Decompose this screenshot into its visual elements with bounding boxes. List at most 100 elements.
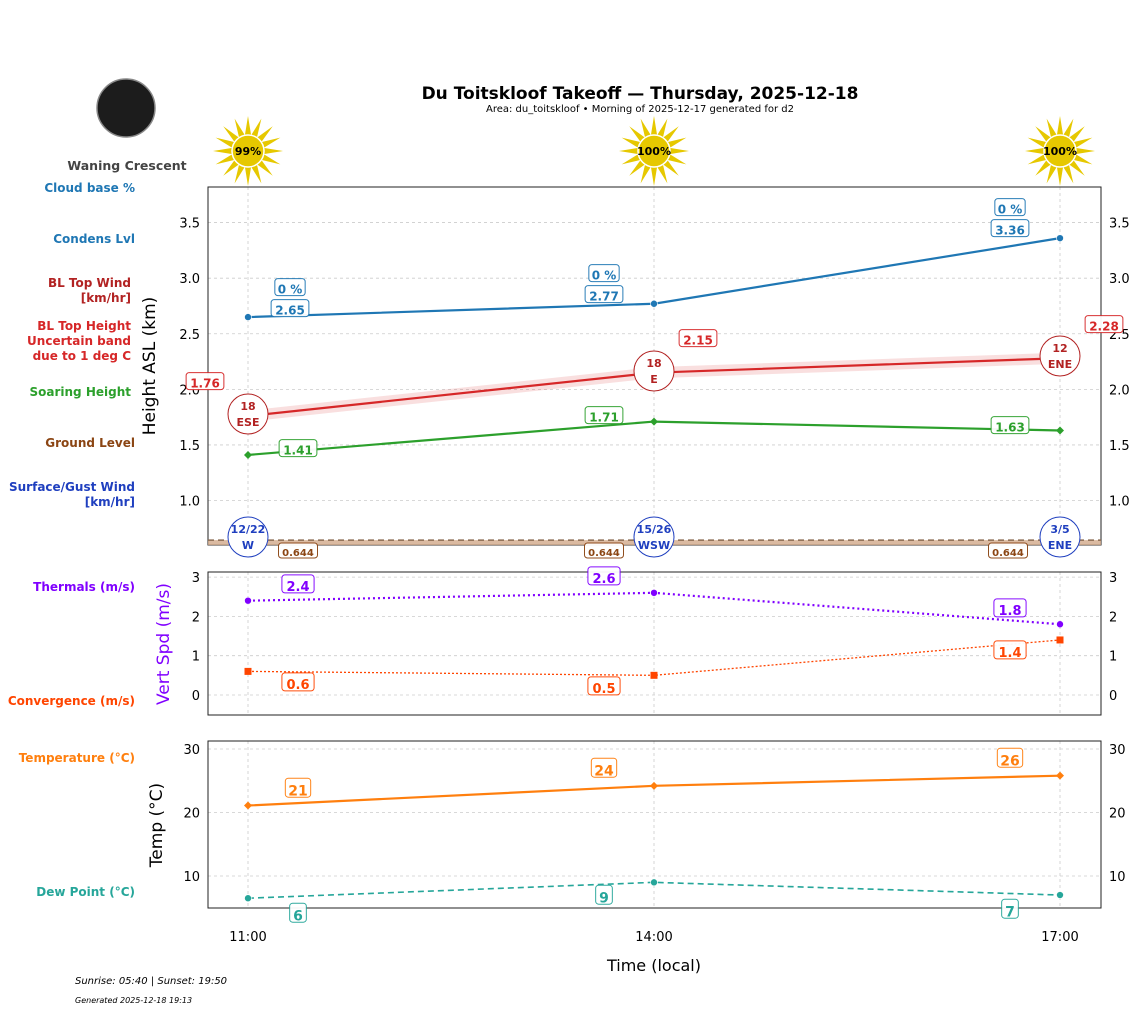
surface-wind-circle <box>1039 516 1081 558</box>
bl-wind-direction: ESE <box>237 416 260 429</box>
chart-title: Du Toitskloof Takeoff — Thursday, 2025-1… <box>422 84 859 104</box>
bl-wind-speed: 18 <box>240 400 255 413</box>
condens-point <box>650 299 658 308</box>
convergence-point <box>1056 636 1064 644</box>
y-axis-label: Temp (°C) <box>147 783 167 868</box>
ground-label-box <box>278 542 318 559</box>
sun-icon-core <box>231 134 265 168</box>
y-tick-label-right: 20 <box>1109 806 1126 821</box>
dewpoint-label: 9 <box>599 890 609 906</box>
row-label: Convergence (m/s) <box>8 694 135 708</box>
temperature-label: 26 <box>1000 753 1019 769</box>
convergence-label: 1.4 <box>998 646 1021 661</box>
y-tick-label: 20 <box>183 806 200 821</box>
y-tick-label-right: 1.0 <box>1109 495 1130 510</box>
convergence-label: 0.5 <box>592 682 615 697</box>
row-label: BL Top Height Uncertain band due to 1 deg … <box>27 319 131 363</box>
cloud-base-label-box <box>588 264 620 283</box>
convergence-label-box <box>281 672 315 692</box>
convergence-line <box>247 639 1061 676</box>
condens-label: 2.77 <box>589 290 619 304</box>
y-tick-label-right: 3.0 <box>1109 272 1130 287</box>
dewpoint-label-box <box>595 884 613 905</box>
y-tick-label-right: 30 <box>1109 743 1126 758</box>
bl-wind-circle <box>633 350 675 392</box>
dewpoint-label-box <box>1001 898 1019 919</box>
soaring-point <box>650 417 658 426</box>
convergence-point <box>244 667 252 675</box>
bl-wind-direction: ENE <box>1048 358 1072 371</box>
y-tick-label: 3.0 <box>179 272 200 287</box>
y-tick-label: 3 <box>192 571 200 586</box>
surface-wind-circle <box>227 516 269 558</box>
thermal-label-box <box>281 574 315 594</box>
surface-wind-direction: ENE <box>1048 539 1072 552</box>
y-axis-label: Height ASL (km) <box>140 297 160 436</box>
convergence-label: 0.6 <box>286 678 309 693</box>
bl-wind-speed: 18 <box>646 357 661 370</box>
bl-top-label: 2.15 <box>683 334 713 348</box>
surface-wind-direction: WSW <box>638 539 670 552</box>
sun-icon-core <box>1043 134 1077 168</box>
y-tick-label: 3.5 <box>179 217 200 232</box>
bl-uncertainty-band <box>248 352 1060 422</box>
dewpoint-point <box>244 894 252 903</box>
row-label: Condens Lvl <box>53 232 135 246</box>
sun-percent: 100% <box>1043 145 1077 158</box>
thermal-point <box>650 589 658 597</box>
soaring-label-box <box>990 416 1030 435</box>
dewpoint-point <box>650 878 658 887</box>
temperature-point <box>650 781 658 790</box>
soaring-label: 1.71 <box>589 411 619 425</box>
x-tick-label: 17:00 <box>1041 930 1078 945</box>
generated-time: Generated 2025-12-18 19:13 <box>75 996 192 1005</box>
y-tick-label: 30 <box>183 743 200 758</box>
cloud-base-label: 0 % <box>998 203 1023 217</box>
x-tick-label: 11:00 <box>229 930 266 945</box>
dewpoint-label: 7 <box>1005 904 1015 920</box>
plot-frame <box>207 571 1102 716</box>
y-axis-label: Vert Spd (m/s) <box>154 583 174 705</box>
thermal-point <box>244 596 252 605</box>
thermal-label: 2.6 <box>592 572 615 587</box>
ground-label-box <box>988 542 1028 559</box>
ground-label: 0.644 <box>588 548 620 559</box>
thermal-label: 2.4 <box>286 580 309 595</box>
chart-subtitle: Area: du_toitskloof • Morning of 2025-12… <box>486 104 794 115</box>
sun-percent: 100% <box>637 145 671 158</box>
y-tick-label: 0 <box>192 689 200 704</box>
ground-label: 0.644 <box>282 548 314 559</box>
plot-frame <box>207 740 1102 909</box>
bl-wind-speed: 12 <box>1052 342 1067 355</box>
condens-label: 2.65 <box>275 304 305 318</box>
y-tick-label-right: 3 <box>1109 571 1117 586</box>
convergence-point <box>650 671 658 679</box>
moon-phase: Waning Crescent <box>67 158 186 173</box>
temperature-point <box>1056 771 1064 780</box>
bl-top-label: 1.76 <box>190 377 220 391</box>
cloud-base-label-box <box>994 198 1026 217</box>
bl-top-label-box <box>678 329 718 348</box>
y-tick-label-right: 2 <box>1109 610 1117 625</box>
bl-top-label: 2.28 <box>1089 320 1119 334</box>
soaring-point <box>244 450 252 459</box>
surface-wind-direction: W <box>242 539 254 552</box>
condens-label-box <box>990 219 1030 238</box>
row-label: Surface/Gust Wind [km/hr] <box>9 480 135 509</box>
x-axis-label: Time (local) <box>606 956 701 975</box>
bl-top-label-box <box>1084 315 1124 334</box>
bl-wind-circle <box>1039 335 1081 377</box>
soaring-label: 1.41 <box>283 444 313 458</box>
y-tick-label: 2 <box>192 610 200 625</box>
y-tick-label: 1 <box>192 650 200 665</box>
row-label: BL Top Wind [km/hr] <box>48 276 131 305</box>
y-tick-label: 1.5 <box>179 439 200 454</box>
sun-percent: 99% <box>235 145 261 158</box>
temperature-label-box <box>590 757 618 778</box>
surface-wind-speed: 12/22 <box>231 523 266 536</box>
surface-wind-speed: 3/5 <box>1050 523 1069 536</box>
cloud-base-label-box <box>274 278 306 297</box>
bl-wind-direction: E <box>650 373 658 386</box>
condens-label-box <box>270 299 310 318</box>
bl-top-label-box <box>185 372 225 391</box>
